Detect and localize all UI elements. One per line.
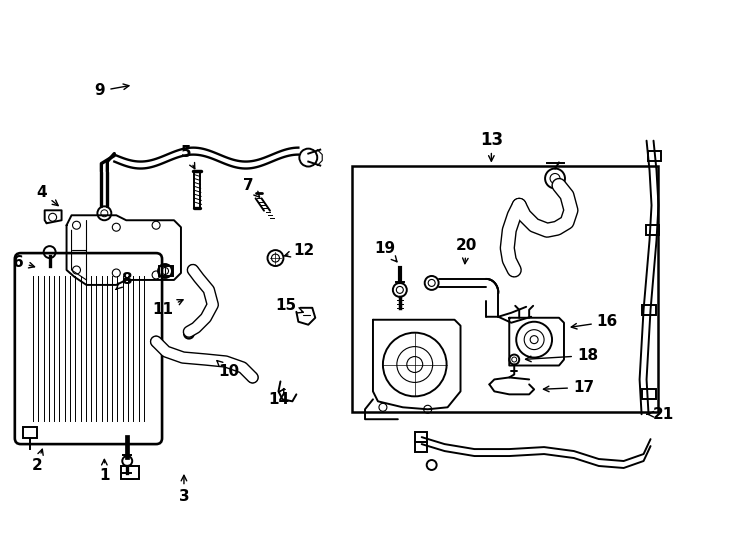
Text: 13: 13	[480, 131, 503, 149]
Text: 8: 8	[116, 273, 131, 289]
Text: 17: 17	[543, 380, 594, 395]
Bar	[642, 305, 655, 315]
Text: 6: 6	[13, 254, 34, 269]
Text: 19: 19	[374, 241, 397, 262]
Text: 5: 5	[181, 145, 195, 168]
Text: 2: 2	[32, 449, 43, 474]
Text: 18: 18	[526, 348, 598, 363]
Text: 20: 20	[456, 238, 477, 264]
Text: 14: 14	[268, 389, 289, 407]
Text: 1: 1	[99, 460, 109, 483]
Text: 16: 16	[571, 314, 618, 329]
Text: 9: 9	[95, 83, 129, 98]
Text: 11: 11	[152, 300, 183, 318]
Bar	[415, 432, 426, 442]
Text: 15: 15	[275, 298, 303, 313]
Text: 4: 4	[37, 185, 58, 206]
Bar	[352, 166, 658, 412]
Bar	[121, 466, 139, 479]
Text: 3: 3	[178, 475, 189, 504]
Bar	[23, 427, 37, 438]
Text: 7: 7	[243, 178, 260, 197]
Bar	[415, 442, 426, 452]
FancyBboxPatch shape	[15, 253, 162, 444]
Bar	[642, 389, 655, 400]
Text: 12: 12	[285, 242, 315, 258]
Bar	[646, 225, 659, 235]
Text: 21: 21	[647, 407, 674, 422]
Bar	[159, 266, 173, 276]
Text: 10: 10	[217, 361, 239, 379]
Bar	[647, 151, 661, 160]
